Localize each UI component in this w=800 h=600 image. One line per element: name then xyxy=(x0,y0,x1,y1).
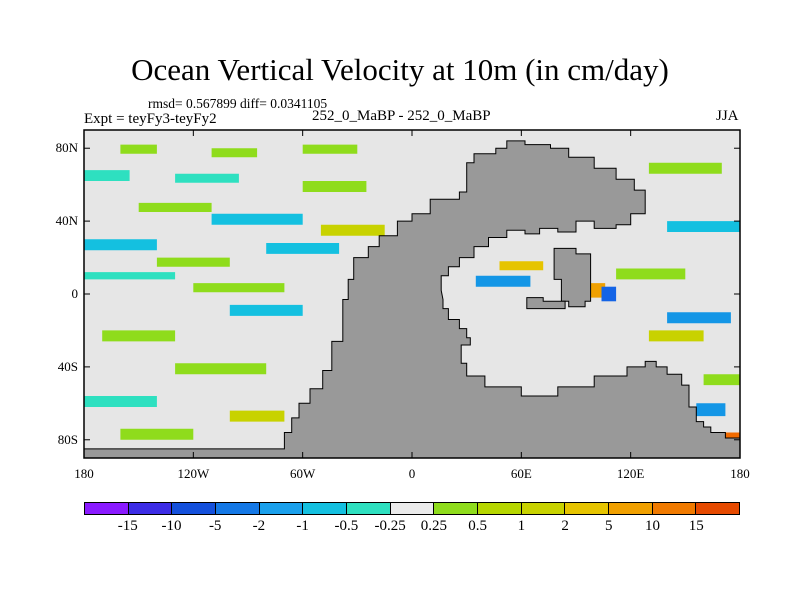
anomaly-patch xyxy=(703,374,740,386)
colorbar-swatch xyxy=(85,503,129,514)
anomaly-patch xyxy=(84,170,130,181)
land-asian-block xyxy=(553,247,592,308)
anomaly-patch xyxy=(266,243,340,254)
colorbar-swatch xyxy=(216,503,260,514)
anomaly-patch xyxy=(302,144,358,154)
colorbar xyxy=(84,502,740,515)
y-tick-label: 80S xyxy=(57,431,78,447)
map-frame xyxy=(83,129,741,459)
colorbar-label: -2 xyxy=(252,518,266,534)
x-tick-label: 180 xyxy=(730,466,750,481)
anomaly-patch xyxy=(616,268,686,280)
y-tick-label: 40S xyxy=(57,358,78,374)
experiment-label: Expt = teyFy3-teyFy2 xyxy=(84,111,217,127)
colorbar-label: 15 xyxy=(688,518,704,534)
season-label: JJA xyxy=(716,108,739,124)
anomaly-patch xyxy=(696,403,726,417)
anomaly-patch xyxy=(84,396,157,407)
land-pangea-main xyxy=(83,140,741,459)
colorbar-swatch xyxy=(609,503,653,514)
colorbar-label: 5 xyxy=(605,518,613,534)
colorbar-swatch xyxy=(521,503,566,514)
colorbar-swatch xyxy=(259,503,304,514)
x-tick-label: 120W xyxy=(177,466,210,481)
anomaly-patch xyxy=(211,213,303,225)
period-subtitle: 252_0_MaBP - 252_0_MaBP xyxy=(312,108,491,124)
plot-title: Ocean Vertical Velocity at 10m (in cm/da… xyxy=(131,52,669,87)
anomaly-patch xyxy=(320,224,385,236)
colorbar-label: 10 xyxy=(645,518,661,534)
anomaly-patch xyxy=(601,286,617,302)
colorbar-swatch xyxy=(303,503,348,514)
colorbar-label: -0.5 xyxy=(334,518,359,534)
y-tick-label: 0 xyxy=(71,286,79,301)
colorbar-swatch xyxy=(565,503,610,514)
colorbar-label: 0.5 xyxy=(468,518,487,534)
anomaly-patch xyxy=(648,162,722,174)
colorbar-label: -1 xyxy=(296,518,309,534)
colorbar-swatch xyxy=(696,503,740,514)
colorbar-swatch xyxy=(390,503,435,514)
colorbar-swatch xyxy=(172,503,217,514)
x-tick-label: 60W xyxy=(290,466,316,481)
x-tick-label: 0 xyxy=(408,466,416,481)
colorbar-swatch xyxy=(347,503,391,514)
anomaly-patch xyxy=(475,275,531,287)
y-tick-label: 80N xyxy=(55,140,78,156)
anomaly-patch xyxy=(138,202,212,212)
anomaly-patch xyxy=(667,312,731,324)
anomaly-patch xyxy=(193,283,285,293)
statistics-line: rmsd= 0.567899 diff= 0.0341105 xyxy=(148,96,328,111)
colorbar-label: 1 xyxy=(517,518,526,534)
anomaly-patch xyxy=(175,173,239,183)
colorbar-label: -0.25 xyxy=(374,518,406,534)
x-tick-label: 120E xyxy=(616,466,645,481)
x-tick-label: 180 xyxy=(74,466,94,481)
anomaly-patch xyxy=(229,410,285,422)
anomaly-patch xyxy=(499,261,544,271)
anomaly-patch xyxy=(302,181,367,192)
colorbar-swatch xyxy=(128,503,173,514)
colorbar-swatch xyxy=(478,503,522,514)
colorbar-swatch xyxy=(652,503,697,514)
anomaly-patch xyxy=(211,148,258,158)
anomaly-patch xyxy=(156,257,230,267)
anomaly-patch xyxy=(120,144,157,154)
colorbar-swatch xyxy=(434,503,479,514)
land-peninsula-strip xyxy=(526,297,566,310)
x-tick-label: 60E xyxy=(510,466,532,481)
anomaly-patch xyxy=(120,428,194,440)
map-content xyxy=(83,130,741,459)
anomaly-patch xyxy=(648,330,704,342)
anomaly-patch xyxy=(84,239,157,251)
anomaly-patch xyxy=(667,221,740,232)
anomaly-patch xyxy=(102,330,176,342)
colorbar-label: 2 xyxy=(561,518,569,534)
anomaly-patch xyxy=(586,283,606,298)
colorbar-label: -15 xyxy=(117,518,138,534)
colorbar-label: -10 xyxy=(161,518,182,534)
y-tick-label: 40N xyxy=(55,213,78,229)
anomaly-patch xyxy=(229,304,303,316)
anomaly-patch xyxy=(84,272,176,280)
colorbar-label: 0.25 xyxy=(420,518,447,534)
anomaly-patch xyxy=(175,363,267,375)
colorbar-label: -5 xyxy=(208,518,222,534)
